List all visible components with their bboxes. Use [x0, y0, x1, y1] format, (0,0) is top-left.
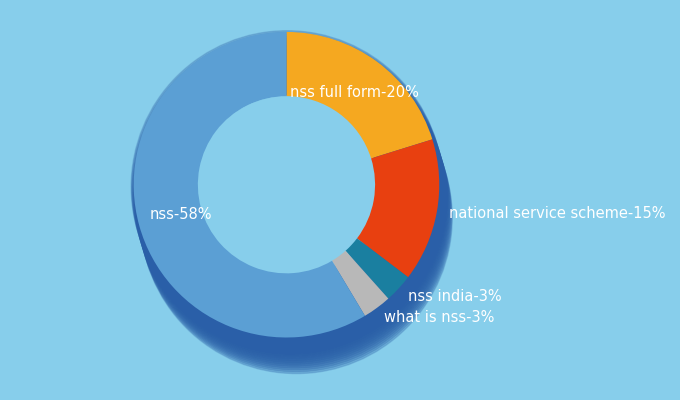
Ellipse shape [136, 47, 448, 359]
Ellipse shape [135, 45, 447, 357]
Ellipse shape [133, 38, 445, 350]
Ellipse shape [199, 105, 380, 286]
Text: nss india-3%: nss india-3% [408, 289, 501, 304]
Ellipse shape [200, 107, 381, 288]
Ellipse shape [135, 42, 446, 353]
Text: nss-58%: nss-58% [149, 206, 211, 222]
Ellipse shape [134, 40, 445, 352]
Ellipse shape [201, 111, 381, 292]
Ellipse shape [197, 96, 377, 277]
Text: national service scheme-15%: national service scheme-15% [449, 206, 666, 221]
Ellipse shape [137, 49, 448, 361]
Ellipse shape [206, 127, 387, 308]
Ellipse shape [203, 118, 384, 299]
Ellipse shape [133, 34, 444, 346]
Ellipse shape [202, 114, 383, 295]
Ellipse shape [133, 36, 445, 348]
Text: nss full form-20%: nss full form-20% [290, 85, 419, 100]
Ellipse shape [131, 31, 443, 342]
Text: what is nss-3%: what is nss-3% [384, 310, 494, 325]
Ellipse shape [201, 113, 382, 294]
Ellipse shape [197, 98, 378, 279]
Ellipse shape [204, 122, 385, 303]
Ellipse shape [140, 60, 452, 372]
Ellipse shape [139, 56, 451, 368]
Wedge shape [286, 32, 432, 158]
Wedge shape [357, 139, 439, 277]
Ellipse shape [139, 58, 451, 370]
Ellipse shape [135, 44, 447, 355]
Ellipse shape [198, 100, 379, 281]
Wedge shape [332, 251, 388, 316]
Wedge shape [345, 238, 408, 298]
Ellipse shape [137, 51, 449, 362]
Ellipse shape [205, 124, 386, 304]
Ellipse shape [138, 54, 450, 366]
Ellipse shape [138, 53, 449, 364]
Ellipse shape [199, 104, 379, 284]
Ellipse shape [205, 126, 386, 306]
Ellipse shape [204, 120, 385, 301]
Ellipse shape [203, 116, 384, 297]
Ellipse shape [141, 62, 452, 374]
Ellipse shape [201, 109, 381, 290]
Wedge shape [134, 32, 365, 338]
Ellipse shape [199, 102, 379, 282]
Ellipse shape [132, 32, 443, 344]
